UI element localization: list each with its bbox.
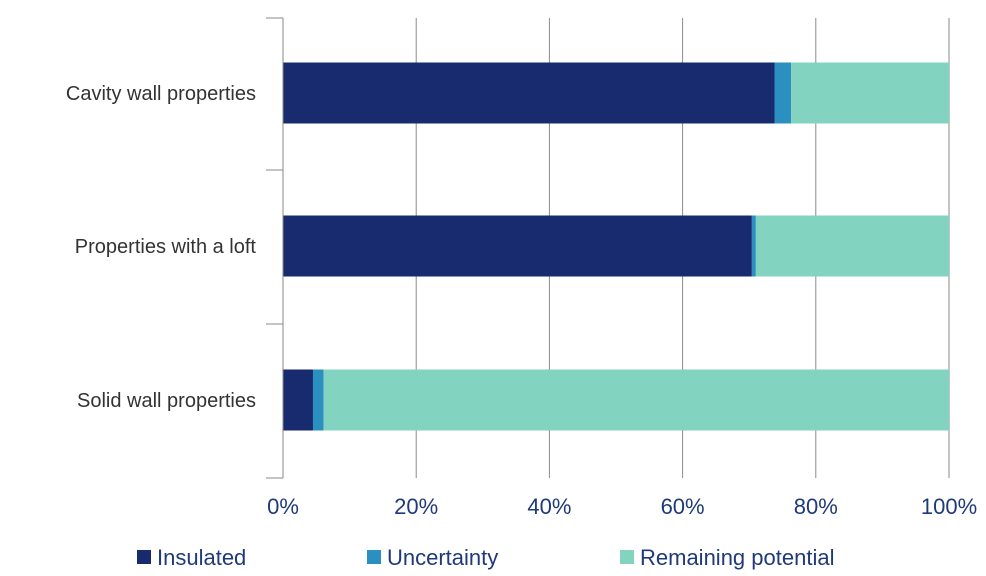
bars <box>283 62 950 431</box>
category-label: Properties with a loft <box>75 236 257 258</box>
legend-label: Remaining potential <box>640 545 834 570</box>
bar-segment-remaining-potential <box>755 215 949 277</box>
axes <box>266 17 284 479</box>
legend-label: Uncertainty <box>387 545 498 570</box>
bar-segment-insulated <box>283 369 313 431</box>
legend: Insulated Uncertainty Remaining potential <box>137 545 834 570</box>
x-tick-label: 20% <box>394 494 438 519</box>
x-tick-label: 60% <box>661 494 705 519</box>
bar-segment-uncertainty <box>312 369 324 431</box>
bar-segment-remaining-potential <box>323 369 950 431</box>
bar-segment-remaining-potential <box>791 62 949 124</box>
bar-segment-uncertainty <box>774 62 792 124</box>
legend-label: Insulated <box>157 545 246 570</box>
x-tick-label: 80% <box>794 494 838 519</box>
legend-swatch <box>620 550 634 564</box>
legend-swatch <box>137 550 151 564</box>
bar-segment-insulated <box>283 62 775 124</box>
legend-swatch <box>367 550 381 564</box>
bar-segment-uncertainty <box>751 215 756 277</box>
x-tick-label: 0% <box>267 494 299 519</box>
category-label: Cavity wall properties <box>66 83 256 105</box>
category-label: Solid wall properties <box>77 390 256 412</box>
x-tick-label: 100% <box>921 494 977 519</box>
labels: 0% 20% 40% 60% 80% 100% Cavity wall properties… <box>66 83 977 519</box>
x-tick-label: 40% <box>527 494 571 519</box>
bar-segment-insulated <box>283 215 752 277</box>
